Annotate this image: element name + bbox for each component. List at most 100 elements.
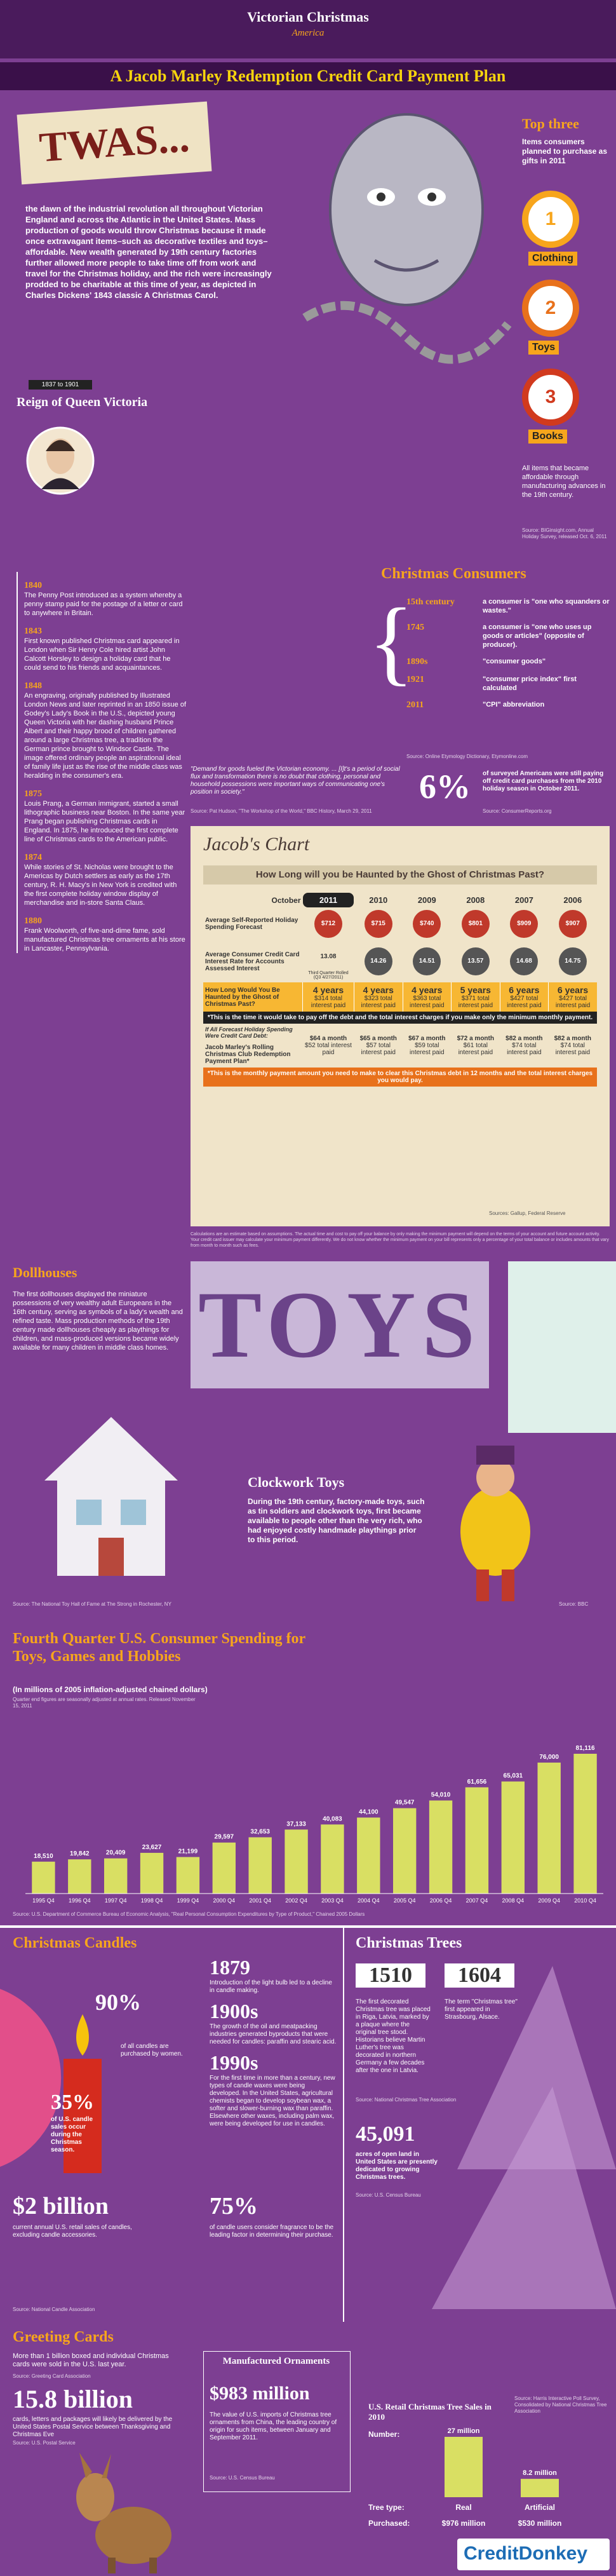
value-label: 49,547	[395, 1800, 415, 1807]
consumer-text: a consumer is "one who squanders or wast…	[483, 598, 610, 614]
consumer-entry: 15th century a consumer is "one who squan…	[406, 597, 610, 615]
dollhouse-title: Dollhouses	[13, 1264, 77, 1280]
value-label: 32,653	[250, 1828, 270, 1835]
jacobs-table: October 2011 2010 2009 2008 2007 2006 Average S…	[203, 893, 597, 1087]
bar	[285, 1829, 308, 1894]
trees-source: Source: National Christmas Tree Associat…	[356, 2097, 457, 2103]
jacobs-grid: October 2011 2010 2009 2008 2007 2006 Average S…	[203, 893, 597, 1087]
brand-logo: CreditDonkey	[464, 2543, 588, 2564]
timeline-text: While stories of St. Nicholas were broug…	[24, 864, 177, 907]
chart-title: Fourth Quarter U.S. Consumer Spending fo…	[13, 1630, 305, 1665]
bar	[465, 1787, 489, 1894]
haunted-cell: 4 years $363 total interest paid	[402, 982, 452, 1012]
bar	[357, 1817, 380, 1894]
consumers-source: Source: Online Etymology Dictionary, Ety…	[406, 754, 528, 759]
women-stat: 90%	[95, 1990, 141, 2015]
consumer-text: "CPI" abbreviation	[483, 701, 545, 708]
consumer-entry: 1745 a consumer is "one who uses up goods…	[406, 623, 610, 649]
season-stat: 35%	[51, 2091, 94, 2114]
clockwork-source: Source: BBC	[559, 1601, 589, 1607]
rate-cell: 14.75	[549, 940, 597, 982]
value-label: 18,510	[34, 1853, 53, 1860]
value-label: 65,031	[504, 1773, 523, 1780]
cards-stat: 15.8 billion	[13, 2385, 133, 2413]
plan-monthly: $65 a month	[359, 1035, 397, 1042]
timeline-text: Frank Woolworth, of five-and-dime fame, …	[24, 927, 185, 952]
rank-label: Toys	[528, 341, 559, 355]
haunted-row: How Long Would You Be Haunted by the Gho…	[203, 982, 597, 1012]
donkey-illustration	[76, 2453, 171, 2573]
bar	[140, 1852, 164, 1894]
tree-type: Artificial	[525, 2503, 555, 2512]
jacobs-title: Jacob's Chart	[203, 834, 310, 855]
plan-interest: $74 total interest paid	[555, 1042, 591, 1056]
x-tick-label: 1999 Q4	[177, 1897, 199, 1904]
x-tick-label: 2000 Q4	[213, 1897, 236, 1904]
brand-box	[457, 2539, 610, 2570]
spending-cell: $740	[403, 907, 452, 940]
fragrance-stat: 75%	[210, 2193, 258, 2220]
toys-sign	[508, 1261, 616, 1433]
spending-cell: $801	[452, 907, 500, 940]
spending-value: $712	[314, 910, 342, 938]
consumer-entry: 1890s "consumer goods"	[406, 657, 610, 667]
duration: 4 years	[412, 985, 443, 995]
column-year: 2008	[466, 895, 485, 905]
haunted-cell: 4 years $314 total interest paid	[302, 982, 354, 1012]
x-tick-label: 1998 Q4	[141, 1897, 163, 1904]
rank-label: Books	[528, 430, 567, 444]
candle-year: 1879	[210, 1956, 250, 1979]
tree-number-label: 27 million	[448, 2427, 480, 2435]
spending-cell: $907	[549, 907, 597, 940]
plan-label: Jacob Marley's Rolling Christmas Club Re…	[205, 1044, 291, 1065]
duration: 4 years	[363, 985, 394, 995]
min-note-row: *This is the time it would take to pay o…	[203, 1012, 597, 1024]
quote: "Demand for goods fueled the Victorian e…	[191, 766, 400, 796]
acres-source: Source: U.S. Census Bureau	[356, 2192, 421, 2198]
timeline-year: 1880	[24, 916, 42, 926]
plan-monthly: $72 a month	[457, 1035, 494, 1042]
rate-value: 13.08	[320, 953, 337, 960]
rate-cell: 14.51	[403, 940, 452, 982]
plan-label-cell: If All Forecast Holiday Spending Were Cr…	[203, 1024, 303, 1068]
x-tick-label: 1995 Q4	[32, 1897, 55, 1904]
rank-label: Clothing	[528, 252, 577, 266]
top-three-item: 1 Clothing	[516, 191, 611, 280]
women-text: of all candles are purchased by women.	[121, 2043, 183, 2057]
spending-value: $907	[558, 910, 587, 938]
plan-interest: $52 total interest paid	[305, 1042, 352, 1056]
value-label: 21,199	[178, 1848, 198, 1855]
tree-number-label: 8.2 million	[523, 2469, 557, 2477]
bar	[104, 1858, 128, 1894]
jacobs-chart: Jacob's Chart How Long will you be Haunt…	[191, 826, 610, 1226]
x-tick-label: 2006 Q4	[430, 1897, 452, 1904]
haunted-interest: $314 total interest paid	[311, 995, 346, 1009]
top-three-item: 3 Books	[516, 369, 611, 458]
value-label: 76,000	[539, 1754, 559, 1761]
header	[0, 0, 616, 58]
chart-source: Source: U.S. Department of Commerce Bure…	[13, 1911, 365, 1917]
tree-sales-title: U.S. Retail Christmas Tree Sales in 2010	[368, 2402, 492, 2422]
consumer-text: a consumer is "one who uses up goods or …	[483, 623, 592, 649]
rate-cell: 13.57	[452, 940, 500, 982]
candle-year: 1900s	[210, 2000, 258, 2023]
haunted-interest: $363 total interest paid	[410, 995, 445, 1009]
spending-value: $801	[461, 910, 490, 938]
timeline-text: Louis Prang, a German immigrant, started…	[24, 800, 185, 843]
consumer-entry: 1921 "consumer price index" first calcula…	[406, 675, 610, 693]
reign-title: Reign of Queen Victoria	[17, 395, 148, 409]
bar	[501, 1781, 525, 1894]
value-label: 81,116	[576, 1745, 595, 1752]
spending-value: $909	[510, 910, 539, 938]
column-year: 2007	[514, 895, 533, 905]
plan-monthly: $64 a month	[309, 1035, 347, 1042]
consumer-year: 1890s	[406, 657, 428, 667]
toys-banner: TOYS	[198, 1272, 481, 1378]
haunted-interest: $323 total interest paid	[361, 995, 396, 1009]
bar	[321, 1824, 344, 1894]
timeline-year: 1848	[24, 681, 42, 691]
plan-interest: $74 total interest paid	[507, 1042, 542, 1056]
brace: {	[368, 589, 414, 695]
bar	[248, 1837, 272, 1894]
bar	[392, 1808, 417, 1894]
